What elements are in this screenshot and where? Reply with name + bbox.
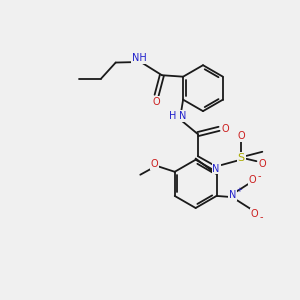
Text: N: N — [212, 164, 220, 173]
Text: O: O — [237, 131, 245, 141]
Text: S: S — [238, 153, 245, 163]
Text: -: - — [257, 172, 261, 182]
Text: O: O — [150, 159, 158, 169]
Text: H: H — [169, 111, 177, 121]
Text: NH: NH — [132, 53, 147, 63]
Text: N: N — [179, 111, 187, 121]
Text: N: N — [229, 190, 236, 200]
Text: O: O — [222, 124, 229, 134]
Text: +: + — [236, 187, 242, 193]
Text: O: O — [249, 175, 256, 185]
Text: O: O — [153, 97, 160, 107]
Text: -: - — [260, 212, 263, 222]
Text: O: O — [251, 209, 258, 219]
Text: O: O — [259, 159, 266, 169]
